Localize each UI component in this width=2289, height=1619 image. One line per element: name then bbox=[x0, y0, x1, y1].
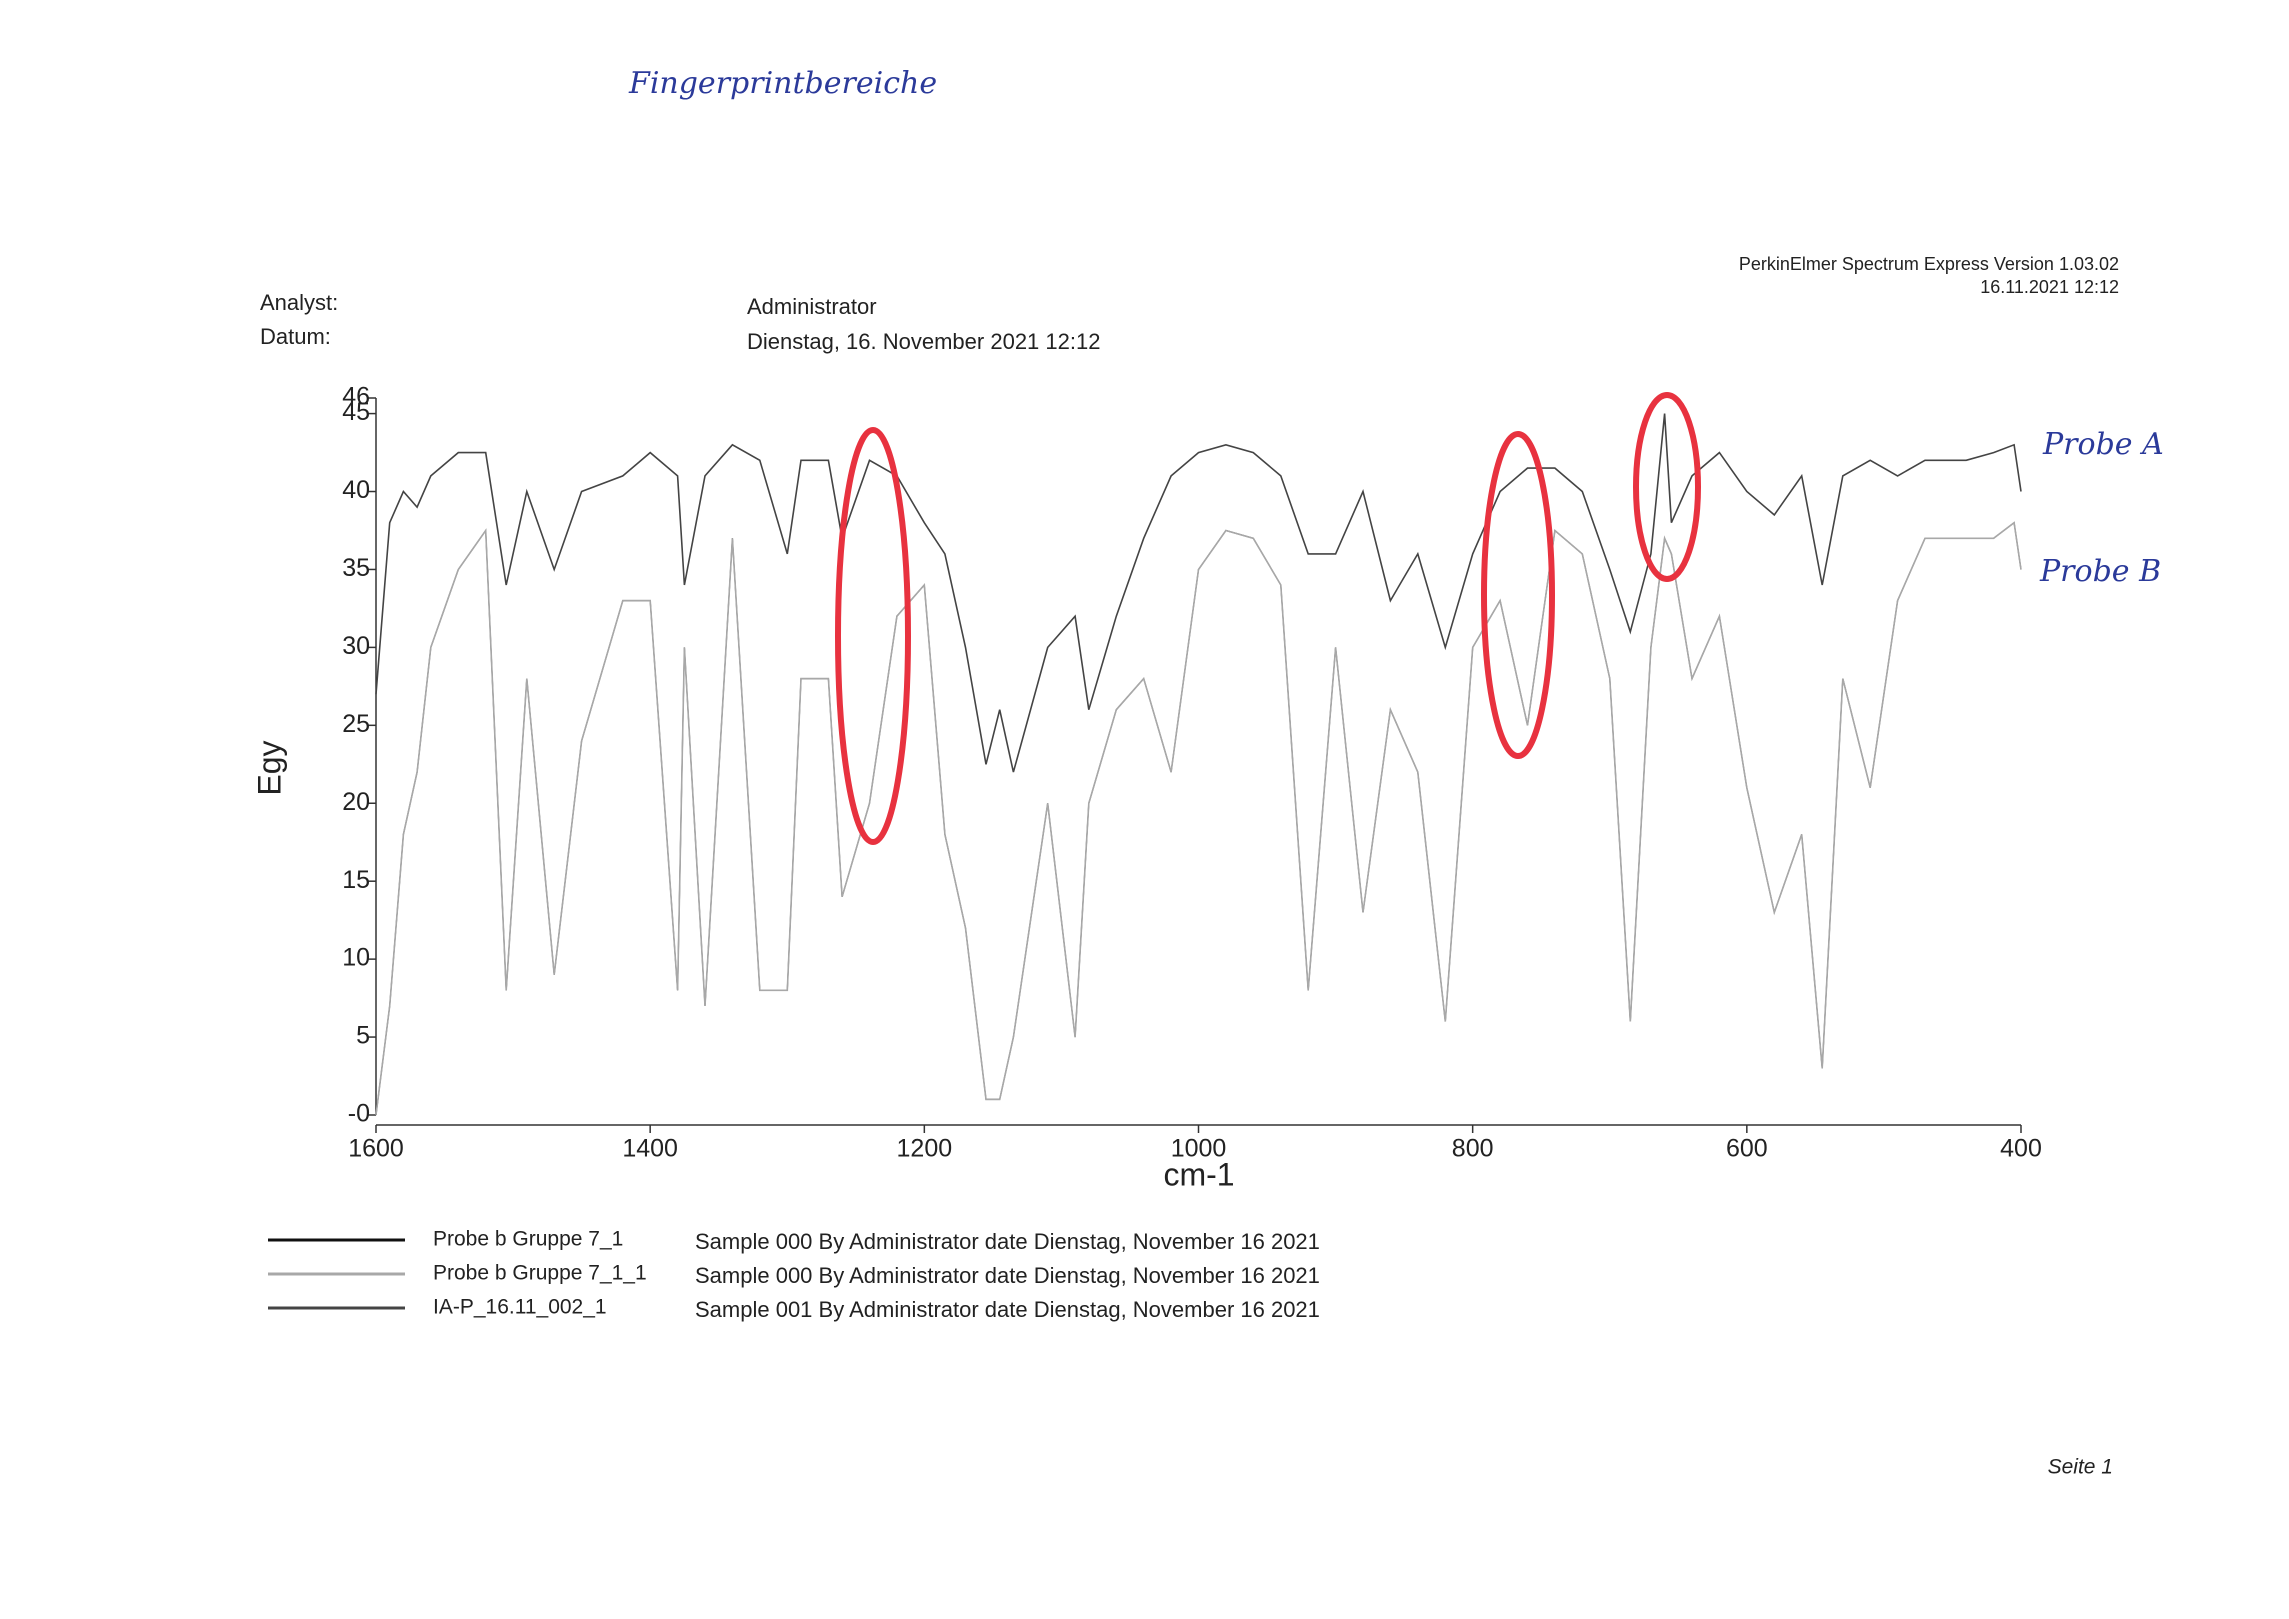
annotation: Probe A bbox=[2042, 427, 2164, 462]
x-tick-label: 800 bbox=[1452, 1135, 1494, 1163]
legend-name: IA-P_16.11_002_1 bbox=[433, 1296, 607, 1319]
y-axis-label: Egy bbox=[251, 740, 287, 795]
y-tick-label: 35 bbox=[342, 554, 370, 582]
highlight-ellipse bbox=[1481, 431, 1555, 759]
y-tick-label: 5 bbox=[356, 1022, 370, 1050]
y-tick-label: 46 bbox=[342, 383, 370, 411]
y-tick-label: 45 bbox=[342, 398, 370, 426]
print-date: 16.11.2021 12:12 bbox=[1980, 277, 2119, 297]
highlight-ellipse bbox=[1633, 392, 1701, 582]
analyst-label: Analyst: bbox=[260, 290, 338, 315]
legend-description: Sample 000 By Administrator date Diensta… bbox=[695, 1229, 1320, 1254]
y-tick-label: -0 bbox=[348, 1100, 370, 1128]
date-label: Datum: bbox=[260, 324, 331, 349]
analyst: Administrator bbox=[747, 294, 877, 319]
y-tick-label: 40 bbox=[342, 476, 370, 504]
x-tick-label: 1200 bbox=[897, 1135, 953, 1163]
y-tick-label: 10 bbox=[342, 944, 370, 972]
x-tick-label: 1400 bbox=[622, 1135, 678, 1163]
annotation: Probe B bbox=[2039, 554, 2161, 589]
highlight-ellipse bbox=[835, 427, 911, 845]
x-tick-label: 1000 bbox=[1171, 1135, 1227, 1163]
spectrum-line bbox=[375, 521, 2022, 1116]
handwritten-note: Fingerprintbereiche bbox=[628, 66, 937, 101]
x-axis-label: cm-1 bbox=[1163, 1156, 1234, 1192]
date: Dienstag, 16. November 2021 12:12 bbox=[747, 329, 1100, 354]
legend-name: Probe b Gruppe 7_1 bbox=[433, 1228, 623, 1251]
spectrum-line bbox=[375, 413, 2022, 773]
legend-description: Sample 000 By Administrator date Diensta… bbox=[695, 1263, 1320, 1288]
x-tick-label: 600 bbox=[1726, 1135, 1768, 1163]
page-number: Seite 1 bbox=[2048, 1456, 2113, 1479]
highlights bbox=[835, 392, 1701, 845]
software: PerkinElmer Spectrum Express Version 1.0… bbox=[1739, 254, 2119, 274]
legend-description: Sample 001 By Administrator date Diensta… bbox=[695, 1297, 1320, 1322]
x-tick-label: 400 bbox=[2000, 1135, 2042, 1163]
y-tick-label: 25 bbox=[342, 710, 370, 738]
x-tick-label: 1600 bbox=[348, 1135, 404, 1163]
y-tick-label: 30 bbox=[342, 632, 370, 660]
legend-name: Probe b Gruppe 7_1_1 bbox=[433, 1262, 647, 1285]
y-tick-label: 20 bbox=[342, 788, 370, 816]
y-tick-label: 15 bbox=[342, 866, 370, 894]
spectrum-line bbox=[375, 521, 2022, 1116]
